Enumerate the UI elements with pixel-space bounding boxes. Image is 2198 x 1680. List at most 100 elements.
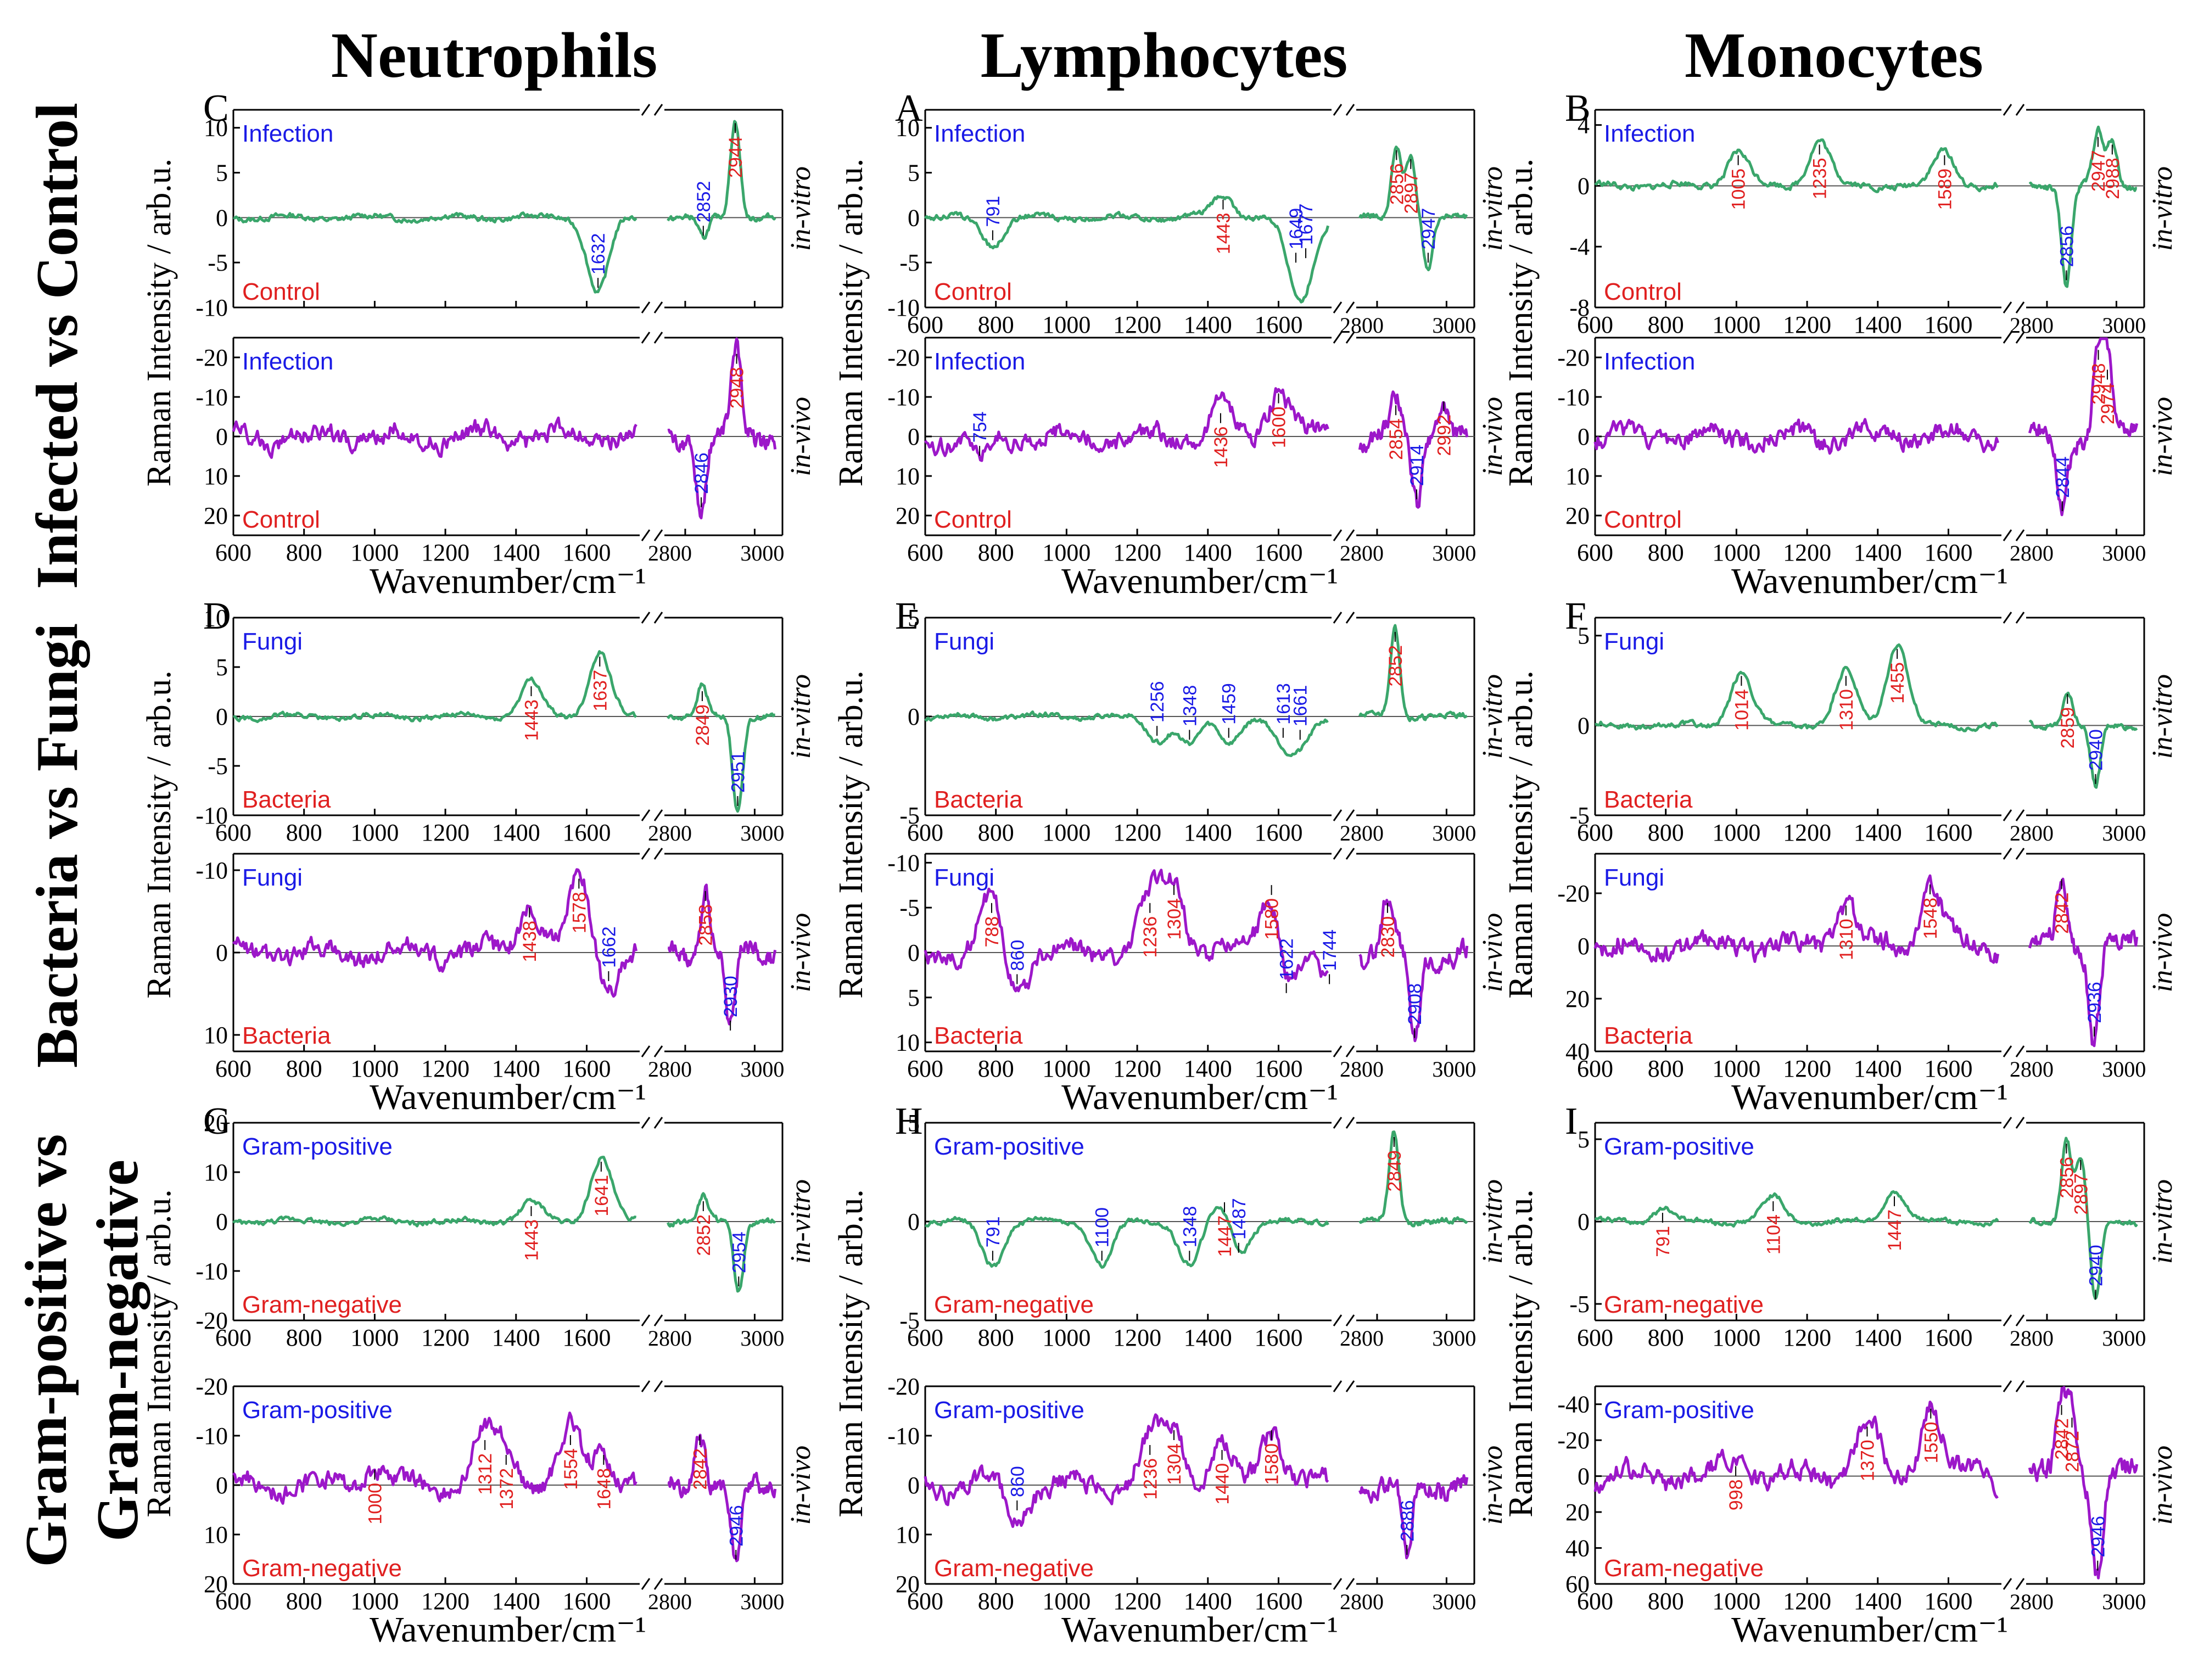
- x-tick-label: 3000: [740, 1057, 784, 1082]
- spectrum-line-high-wavenumber: [667, 883, 777, 1026]
- x-tick-label: 1600: [562, 1324, 611, 1351]
- column-header-monocytes: Monocytes: [1685, 19, 1983, 91]
- spectrum-panel-vivo-0-1: 20 10 0 -10 -20 600 800 1000 1200 1400 1600 2800 300…: [832, 159, 1508, 601]
- peak-label: 1580: [1262, 1443, 1283, 1485]
- x-tick-label: 1400: [1184, 819, 1232, 846]
- peak-label: 2854: [1386, 418, 1407, 460]
- method-label: in-vivo: [1477, 397, 1508, 476]
- axis-break-mark: [1333, 529, 1343, 541]
- axis-break-mark: [2003, 809, 2012, 821]
- method-label: in-vivo: [785, 1446, 816, 1525]
- y-tick-label: 0: [216, 1472, 228, 1499]
- spectrum-panel-H: -5 0 5 600 800 1000 1200 1400 1600 2800 3000 791 110…: [895, 1100, 1508, 1351]
- x-tick-label: 3000: [1432, 541, 1476, 565]
- y-tick-label: -10: [1557, 384, 1590, 411]
- axis-break-mark: [653, 809, 663, 821]
- x-tick-label: 3000: [2102, 1326, 2146, 1351]
- x-tick-label: 2800: [1340, 1057, 1384, 1082]
- class-label-bottom: Control: [1604, 506, 1682, 533]
- x-tick-label: 2800: [1340, 313, 1384, 338]
- axis-break-mark: [653, 529, 663, 541]
- x-tick-label: 800: [1648, 1324, 1684, 1351]
- class-label-bottom: Gram-negative: [1604, 1555, 1764, 1582]
- y-tick-label: -10: [195, 1423, 228, 1449]
- x-tick-label: 1600: [1924, 539, 1972, 566]
- method-label: in-vivo: [1477, 913, 1508, 992]
- y-tick-label: 10: [896, 463, 920, 490]
- x-tick-label: 600: [907, 539, 943, 566]
- x-axis-label: Wavenumber/cm⁻¹: [1061, 1077, 1338, 1117]
- column-header-lymphocytes: Lymphocytes: [981, 19, 1348, 91]
- x-tick-label: 1400: [1854, 539, 1902, 566]
- peak-label: 1648: [594, 1468, 614, 1510]
- x-tick-label: 1200: [1783, 819, 1831, 846]
- peak-label: 1459: [1219, 683, 1240, 725]
- class-label-bottom: Gram-negative: [242, 1555, 402, 1582]
- x-tick-label: 2800: [648, 1589, 692, 1614]
- x-axis-label: Wavenumber/cm⁻¹: [370, 1610, 646, 1650]
- peak-label: 1100: [1092, 1207, 1113, 1247]
- x-tick-label: 1000: [1712, 819, 1760, 846]
- peak-label: 2946: [2088, 1516, 2108, 1558]
- axis-break-mark: [2015, 332, 2025, 344]
- spectrum-line-high-wavenumber: [667, 337, 777, 519]
- spectrum-line-high-wavenumber: [1358, 624, 1468, 723]
- y-tick-label: -20: [195, 344, 228, 371]
- class-label-top: Fungi: [1604, 628, 1664, 655]
- x-tick-label: 2800: [648, 541, 692, 565]
- x-tick-label: 2800: [648, 821, 692, 845]
- class-label-bottom: Bacteria: [1604, 1022, 1693, 1049]
- y-tick-label: 10: [1565, 463, 1590, 490]
- peak-label: 2859: [2057, 707, 2078, 749]
- y-tick-label: -5: [899, 1307, 920, 1334]
- y-tick-label: 10: [204, 115, 228, 142]
- spectrum-panel-vivo-1-1: 10 5 0 -5 -10 600 800 1000 1200 1400 1600 2800 3000 8…: [832, 670, 1508, 1117]
- peak-label: 1014: [1731, 689, 1752, 731]
- x-tick-label: 3000: [1432, 1589, 1476, 1614]
- y-tick-label: 5: [1578, 1126, 1590, 1153]
- y-tick-label: 0: [216, 423, 228, 450]
- x-tick-label: 1200: [1783, 539, 1831, 566]
- peak-label: 1310: [1836, 919, 1857, 960]
- peak-label: 1641: [591, 1175, 612, 1217]
- x-tick-label: 800: [1648, 311, 1684, 338]
- x-tick-label: 600: [215, 539, 251, 566]
- class-label-top: Gram-positive: [934, 1397, 1084, 1424]
- panel-letter: B: [1565, 87, 1591, 130]
- x-tick-label: 800: [286, 1055, 322, 1082]
- axis-break-mark: [2015, 1380, 2025, 1392]
- spectrum-line-high-wavenumber: [667, 120, 776, 240]
- y-tick-label: -20: [887, 344, 920, 371]
- peak-label: 1622: [1277, 938, 1297, 980]
- y-tick-label: -10: [195, 294, 228, 321]
- peak-label: 1312: [475, 1453, 496, 1495]
- class-label-bottom: Control: [934, 278, 1012, 305]
- peak-label: 791: [983, 1216, 1004, 1247]
- axis-break-mark: [641, 332, 651, 344]
- x-tick-label: 1200: [1783, 311, 1831, 338]
- method-label: in-vitro: [2147, 166, 2178, 251]
- peak-label: 1677: [1296, 204, 1317, 245]
- x-tick-label: 600: [1577, 819, 1613, 846]
- spectrum-panel-I: -5 0 5 600 800 1000 1200 1400 1600 2800 3000 2940 79…: [1565, 1100, 2178, 1351]
- x-tick-label: 3000: [740, 1326, 784, 1351]
- y-tick-label: 0: [1578, 1208, 1590, 1235]
- spectrum-line-high-wavenumber: [2028, 1386, 2139, 1580]
- method-label: in-vitro: [1477, 1179, 1508, 1264]
- peak-label: 2944: [725, 136, 746, 178]
- peak-label: 2858: [696, 904, 717, 946]
- x-tick-label: 1600: [1924, 1055, 1972, 1082]
- spectrum-line-fingerprint: [924, 1413, 1329, 1528]
- x-tick-label: 1600: [1254, 1324, 1302, 1351]
- y-tick-label: 0: [216, 939, 228, 966]
- y-tick-label: -5: [899, 894, 920, 921]
- axis-break-mark: [1333, 1314, 1343, 1326]
- x-tick-label: 1600: [1254, 1055, 1302, 1082]
- peak-label: 2908: [1405, 983, 1425, 1025]
- spectrum-line-high-wavenumber: [2028, 337, 2139, 517]
- x-tick-label: 1200: [1113, 1588, 1161, 1615]
- axis-break-mark: [2003, 1578, 2012, 1590]
- x-tick-label: 600: [215, 1588, 251, 1615]
- y-axis-label: Raman Intensity / arb.u.: [832, 670, 870, 998]
- peak-label: 1310: [1836, 689, 1857, 731]
